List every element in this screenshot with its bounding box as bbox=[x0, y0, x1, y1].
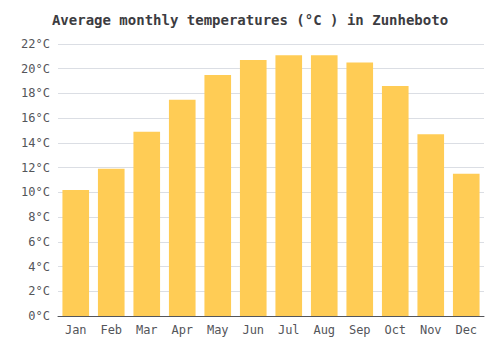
svg-text:Average monthly temperatures (: Average monthly temperatures (°C ) in Zu… bbox=[52, 12, 448, 28]
svg-text:22°C: 22°C bbox=[21, 37, 50, 51]
svg-text:Jun: Jun bbox=[242, 323, 264, 337]
svg-text:20°C: 20°C bbox=[21, 62, 50, 76]
svg-text:Mar: Mar bbox=[136, 323, 158, 337]
svg-text:12°C: 12°C bbox=[21, 161, 50, 175]
svg-text:Sep: Sep bbox=[349, 323, 371, 337]
svg-text:18°C: 18°C bbox=[21, 86, 50, 100]
svg-text:Oct: Oct bbox=[384, 323, 406, 337]
svg-text:Apr: Apr bbox=[171, 323, 193, 337]
svg-text:Dec: Dec bbox=[455, 323, 477, 337]
svg-text:14°C: 14°C bbox=[21, 136, 50, 150]
svg-text:10°C: 10°C bbox=[21, 185, 50, 199]
svg-text:Jan: Jan bbox=[65, 323, 87, 337]
svg-text:Aug: Aug bbox=[313, 323, 335, 337]
svg-text:Nov: Nov bbox=[420, 323, 442, 337]
svg-text:4°C: 4°C bbox=[28, 260, 50, 274]
svg-text:6°C: 6°C bbox=[28, 235, 50, 249]
svg-text:2°C: 2°C bbox=[28, 284, 50, 298]
svg-text:Feb: Feb bbox=[100, 323, 122, 337]
svg-text:8°C: 8°C bbox=[28, 210, 50, 224]
svg-text:May: May bbox=[207, 323, 229, 337]
svg-text:16°C: 16°C bbox=[21, 111, 50, 125]
svg-text:0°C: 0°C bbox=[28, 309, 50, 323]
svg-text:Jul: Jul bbox=[278, 323, 300, 337]
